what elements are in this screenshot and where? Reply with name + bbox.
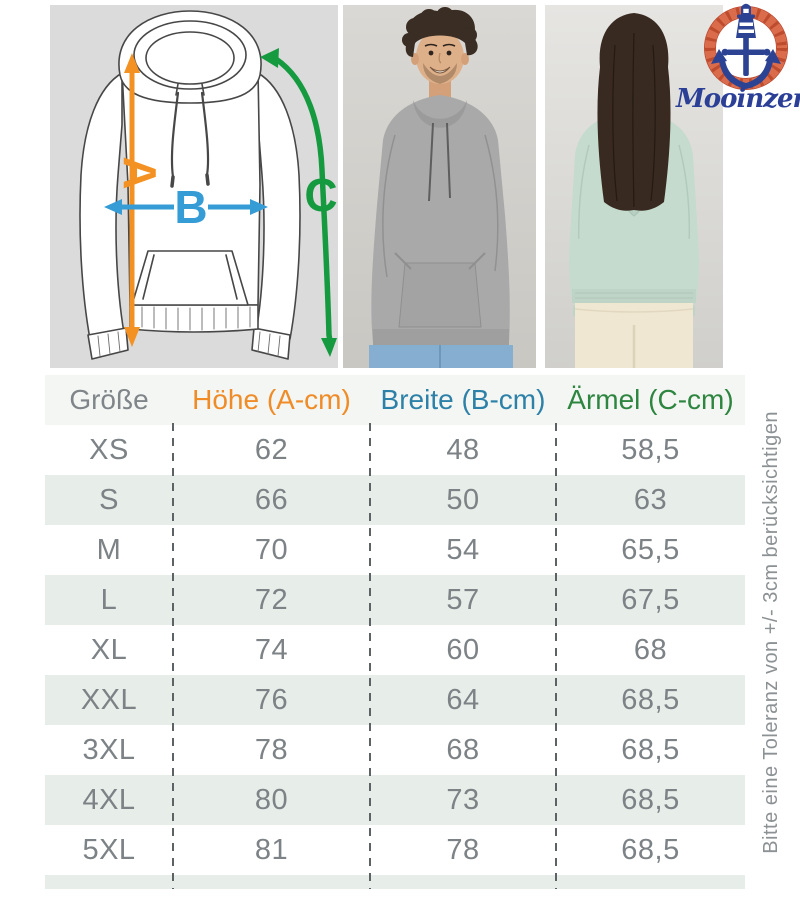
column-separator bbox=[369, 423, 371, 889]
value-cell: 60 bbox=[446, 633, 480, 666]
column-separator bbox=[555, 423, 557, 889]
table-row-5xl: 5XL 81 78 68,5 bbox=[45, 825, 745, 875]
value-cell: 68,5 bbox=[621, 683, 680, 716]
table-row-xl: XL 74 60 68 bbox=[45, 625, 745, 675]
value-cell: 76 bbox=[254, 683, 289, 716]
value-cell: 66 bbox=[254, 483, 289, 516]
hoodie-diagram-illustration: A B C bbox=[79, 10, 338, 360]
model-photo-woman bbox=[545, 5, 723, 368]
value-cell: 68 bbox=[446, 733, 480, 766]
brand-logo-text: Mooinzen bbox=[676, 84, 800, 114]
size-cell: L bbox=[100, 583, 118, 616]
value-cell: 68,5 bbox=[621, 733, 680, 766]
label-a: A bbox=[114, 156, 166, 189]
value-cell: 78 bbox=[446, 833, 480, 866]
measurement-diagram-panel: A B C bbox=[50, 5, 338, 368]
man-front-illustration bbox=[343, 5, 536, 368]
table-row-xxl: XXL 76 64 68,5 bbox=[45, 675, 745, 725]
table-bottom-strip bbox=[45, 875, 745, 889]
column-header-groesse: Größe bbox=[69, 384, 149, 415]
value-cell: 68 bbox=[633, 633, 668, 666]
label-c: C bbox=[304, 169, 337, 221]
value-cell: 70 bbox=[254, 533, 289, 566]
value-cell: 81 bbox=[254, 833, 289, 866]
size-cell: M bbox=[96, 533, 122, 566]
column-header-breite: Breite (B-cm) bbox=[380, 384, 546, 415]
value-cell: 78 bbox=[254, 733, 289, 766]
value-cell: 65,5 bbox=[621, 533, 680, 566]
value-cell: 68,5 bbox=[621, 783, 680, 816]
size-cell: 5XL bbox=[82, 833, 136, 866]
column-separator bbox=[172, 423, 174, 889]
value-cell: 67,5 bbox=[621, 583, 680, 616]
value-cell: 63 bbox=[633, 483, 668, 516]
tolerance-note-text: Bitte eine Toleranz von +/- 3cm berücksi… bbox=[759, 410, 782, 854]
label-b: B bbox=[174, 181, 207, 233]
value-cell: 72 bbox=[254, 583, 289, 616]
size-cell: 3XL bbox=[82, 733, 136, 766]
model-photo-man bbox=[343, 5, 536, 368]
size-table: Größe Höhe (A-cm) Breite (B-cm) Ärmel (C-cm… bbox=[45, 375, 745, 889]
column-header-hoehe: Höhe (A-cm) bbox=[192, 384, 351, 415]
value-cell: 80 bbox=[254, 783, 289, 816]
table-row-4xl: 4XL 80 73 68,5 bbox=[45, 775, 745, 825]
value-cell: 73 bbox=[446, 783, 480, 816]
column-header-aermel: Ärmel (C-cm) bbox=[567, 384, 734, 415]
value-cell: 48 bbox=[446, 433, 480, 466]
arrow-a-height: A bbox=[114, 53, 166, 347]
size-cell: 4XL bbox=[82, 783, 136, 816]
arrow-c-sleeve: C bbox=[260, 48, 338, 357]
table-row-m: M 70 54 65,5 bbox=[45, 525, 745, 575]
value-cell: 68,5 bbox=[621, 833, 680, 866]
value-cell: 62 bbox=[254, 433, 289, 466]
brand-logo bbox=[698, 2, 798, 94]
table-row-l: L 72 57 67,5 bbox=[45, 575, 745, 625]
value-cell: 74 bbox=[254, 633, 289, 666]
tolerance-note: Bitte eine Toleranz von +/- 3cm berücksi… bbox=[752, 375, 790, 889]
table-row-3xl: 3XL 78 68 68,5 bbox=[45, 725, 745, 775]
size-cell: XS bbox=[89, 433, 129, 466]
value-cell: 57 bbox=[446, 583, 480, 616]
size-cell: S bbox=[99, 483, 119, 516]
table-row-s: S 66 50 63 bbox=[45, 475, 745, 525]
value-cell: 58,5 bbox=[621, 433, 680, 466]
value-cell: 54 bbox=[446, 533, 480, 566]
woman-back-illustration bbox=[545, 5, 723, 368]
anchor-lighthouse-rope-icon bbox=[704, 3, 788, 90]
size-table-body: XS 62 48 58,5 S 66 50 63 M 70 54 65,5 L 72 57 67,5 XL 74 6… bbox=[45, 425, 745, 889]
arrow-b-width: B bbox=[104, 181, 268, 233]
size-cell: XL bbox=[90, 633, 128, 666]
value-cell: 50 bbox=[446, 483, 480, 516]
table-row-xs: XS 62 48 58,5 bbox=[45, 425, 745, 475]
size-table-header: Größe Höhe (A-cm) Breite (B-cm) Ärmel (C-cm… bbox=[45, 375, 745, 425]
value-cell: 64 bbox=[446, 683, 480, 716]
size-cell: XXL bbox=[80, 683, 138, 716]
